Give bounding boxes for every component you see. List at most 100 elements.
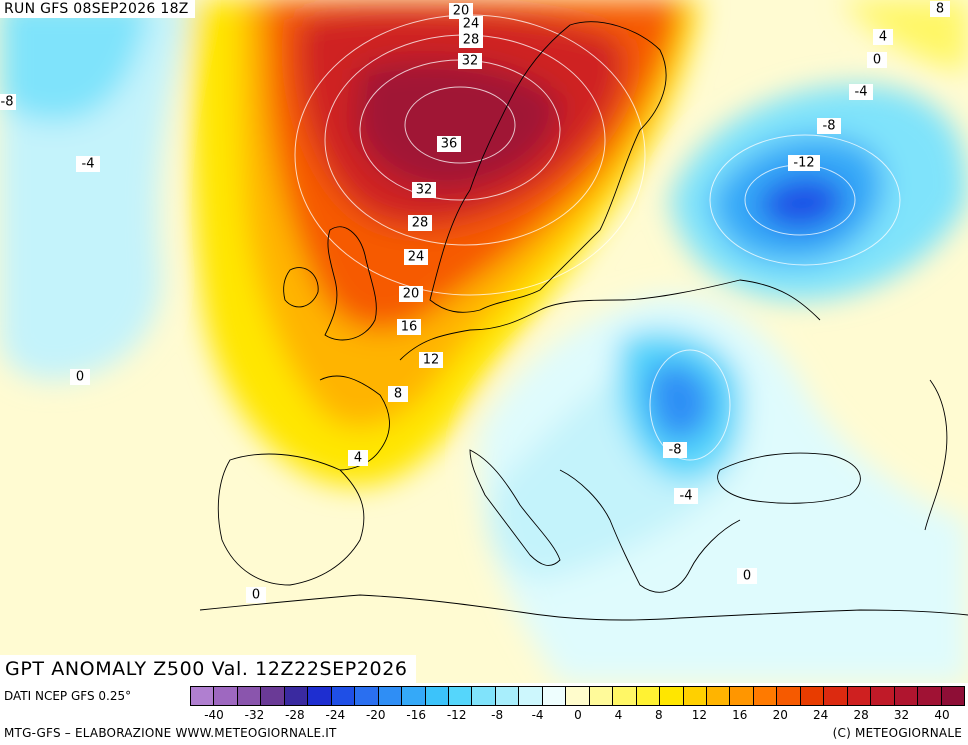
colorbar-tick-label: -24 [325,708,346,722]
colorbar-tick-label: 4 [614,708,623,722]
svg-text:4: 4 [879,30,887,45]
colorbar-ticks: -40 -32 -28 -24 -20 -16 -12 -8 -4 0 4 8 12 16 20 24 28 32… [190,708,965,724]
contour-label: 32 [458,53,482,69]
colorbar-segment [730,687,754,705]
contour-label: 20 [449,3,473,19]
colorbar-segment [683,687,707,705]
colorbar-segment [214,687,238,705]
anomaly-field [0,0,968,683]
svg-text:24: 24 [408,250,425,265]
colorbar-segment [402,687,426,705]
contour-label: -8 [0,94,16,110]
colorbar-segment [613,687,637,705]
contour-label: -4 [674,488,698,504]
colorbar-segment [660,687,684,705]
svg-text:-4: -4 [680,489,693,504]
contour-label: 20 [399,286,423,302]
contour-label: 0 [867,52,887,68]
contour-label: 24 [459,16,483,32]
colorbar-tick-label: -8 [491,708,504,722]
colorbar-segment [331,687,356,705]
colorbar-segment [777,687,801,705]
svg-text:-8: -8 [1,95,14,110]
svg-text:0: 0 [252,588,260,603]
contour-label: 4 [348,450,368,466]
colorbar-tick-label: 8 [655,708,663,722]
svg-text:4: 4 [354,451,362,466]
colorbar-segment [355,687,379,705]
colorbar-segment [871,687,895,705]
svg-text:36: 36 [441,137,458,152]
colorbar-segment [636,687,661,705]
colorbar-segment [706,687,731,705]
colorbar-tick-label: 16 [732,708,748,722]
contour-label: 4 [873,29,893,45]
contour-label: 12 [419,352,443,368]
contour-label: 24 [404,249,428,265]
colorbar-tick-label: 24 [813,708,829,722]
svg-text:12: 12 [423,353,440,368]
contour-label-group: 20 24 28 32 36 32 28 24 20 16 12 8 4 0 -… [0,1,950,603]
credit-left: MTG-GFS – ELABORAZIONE WWW.METEOGIORNALE… [4,726,337,740]
colorbar-tick-label: 12 [691,708,707,722]
svg-text:-4: -4 [82,157,95,172]
colorbar-tick-label: -20 [365,708,386,722]
colorbar-segment [941,687,964,705]
colorbar-tick-label: -40 [204,708,224,722]
colorbar-tick-label: -12 [446,708,467,722]
colorbar-segment [894,687,919,705]
contour-label: 0 [70,369,90,385]
coastlines [199,21,968,621]
colorbar-segment [542,687,567,705]
colorbar-tick-label: -16 [406,708,427,722]
contour-label: 28 [408,215,432,231]
svg-text:-12: -12 [793,156,814,171]
svg-text:28: 28 [412,216,429,231]
colorbar-segment [824,687,848,705]
svg-text:8: 8 [936,2,944,17]
colorbar-segment [448,687,473,705]
colorbar-segment [753,687,778,705]
svg-text:-8: -8 [669,443,682,458]
colorbar-segment [918,687,942,705]
svg-text:0: 0 [76,370,84,385]
contour-label: 8 [930,1,950,17]
contour-label: 0 [737,568,757,584]
contour-label: -4 [849,84,873,100]
svg-text:20: 20 [403,287,420,302]
run-title: RUN GFS 08SEP2026 18Z [0,0,195,18]
colorbar-segment [800,687,825,705]
anomaly-map: 20 24 28 32 36 32 28 24 20 16 12 8 4 0 -… [0,0,968,683]
contour-label: -8 [817,118,841,134]
colorbar-segment [378,687,403,705]
colorbar-segment [191,687,215,705]
map-canvas: 20 24 28 32 36 32 28 24 20 16 12 8 4 0 -… [0,0,968,683]
contour-label: 28 [459,32,483,48]
svg-text:-4: -4 [855,85,868,100]
colorbar-tick-label: -32 [244,708,265,722]
colorbar-tick-label: -28 [285,708,305,722]
contour-label: 0 [246,587,266,603]
colorbar-segment [847,687,872,705]
svg-text:-8: -8 [823,119,836,134]
svg-text:8: 8 [394,387,402,402]
contour-label: 8 [388,386,408,402]
colorbar-segment [425,687,449,705]
contour-label: -12 [788,155,820,171]
svg-text:24: 24 [463,17,480,32]
colorbar-segment [589,687,614,705]
colorbar-tick-label: 28 [853,708,869,722]
contour-label: 16 [397,319,421,335]
anomaly-title: GPT ANOMALY Z500 Val. 12Z22SEP2026 [0,655,416,683]
svg-text:0: 0 [873,53,881,68]
credit-right: (C) METEOGIORNALE [832,726,962,740]
colorbar-segment [284,687,309,705]
colorbar-segment [495,687,520,705]
svg-text:16: 16 [401,320,418,335]
colorbar-tick-label: 0 [574,708,582,722]
source-label: DATI NCEP GFS 0.25° [4,689,132,703]
colorbar [190,686,965,706]
contour-label: 32 [412,182,436,198]
colorbar-segment [566,687,590,705]
colorbar-tick-label: 32 [893,708,910,722]
